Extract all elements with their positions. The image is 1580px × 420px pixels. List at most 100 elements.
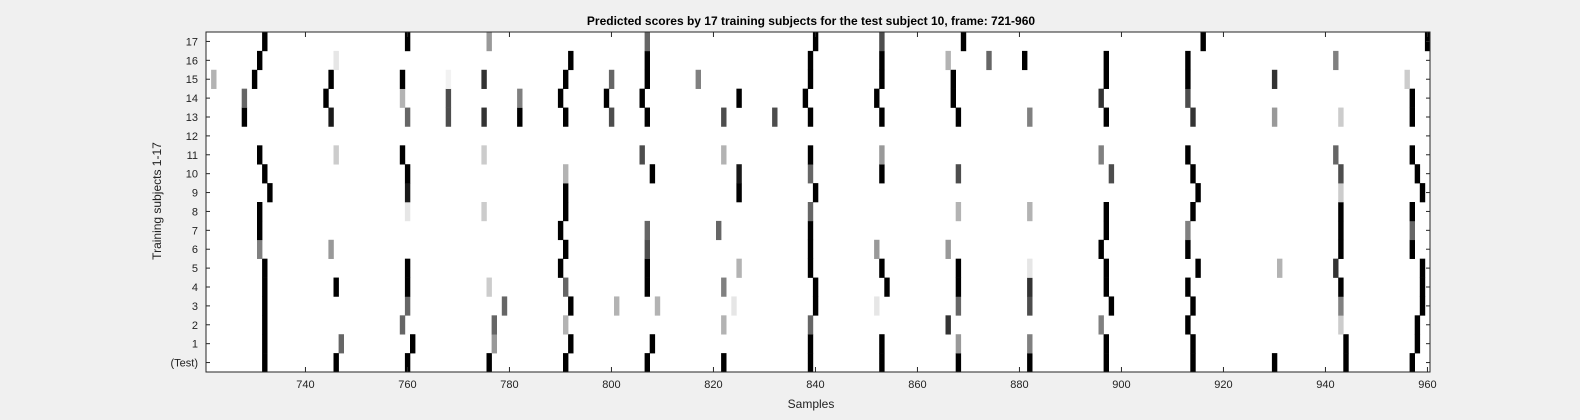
heatmap-cell (807, 334, 814, 354)
heatmap-cell (328, 239, 334, 259)
heatmap-cell (563, 183, 569, 203)
heatmap-cell (960, 32, 967, 52)
heatmap-cell (333, 353, 339, 373)
heatmap-cell (721, 107, 727, 127)
heatmap-cell (644, 107, 650, 127)
y-axis-label: Training subjects 1-17 (150, 142, 164, 260)
heatmap-cell (333, 145, 339, 165)
heatmap-cell (1419, 296, 1426, 316)
heatmap-cell (399, 315, 406, 335)
heatmap-cell (1414, 334, 1421, 354)
heatmap-cell (1338, 202, 1344, 222)
heatmap-cell (736, 164, 742, 184)
heatmap-cell (1027, 107, 1033, 127)
heatmap-cell (603, 88, 610, 108)
heatmap-cell (1414, 164, 1421, 184)
heatmap-cell (955, 277, 962, 297)
heatmap-cell (404, 258, 411, 278)
heatmap-cell (639, 88, 645, 108)
heatmap-cell (644, 32, 650, 52)
heatmap-cell (1103, 220, 1109, 241)
heatmap-cell (257, 145, 263, 165)
heatmap-cell (1190, 353, 1196, 373)
heatmap-cell (1271, 107, 1278, 127)
heatmap-cell (812, 32, 819, 52)
heatmap-cell (874, 239, 880, 259)
heatmap-cell (563, 69, 569, 89)
heatmap-cell (807, 50, 814, 71)
heatmap-cell (945, 50, 951, 71)
heatmap-cell (563, 164, 569, 184)
heatmap-cell (1022, 50, 1028, 71)
heatmap-cell (445, 69, 452, 89)
heatmap-cell (1190, 334, 1196, 354)
heatmap-cell (1108, 164, 1115, 184)
heatmap-cell (644, 69, 650, 89)
heatmap-cell (879, 50, 885, 71)
heatmap-cell (807, 164, 814, 184)
heatmap-cell (399, 88, 406, 108)
heatmap-cell (1103, 69, 1109, 89)
heatmap-cell (399, 69, 406, 89)
heatmap-cell (1027, 277, 1033, 297)
heatmap-cell (945, 239, 951, 259)
heatmap-cell (257, 50, 263, 71)
y-tick-label: 9 (192, 188, 198, 200)
heatmap-cell (1404, 69, 1410, 89)
heatmap-cell (812, 183, 819, 203)
heatmap-cell (736, 183, 742, 203)
heatmap-cell (568, 334, 574, 354)
heatmap-cell (807, 315, 814, 335)
heatmap-cell (211, 69, 217, 89)
chart-title: Predicted scores by 17 training subjects… (587, 14, 1035, 28)
heatmap-cell (639, 145, 645, 165)
y-tick-label: 5 (192, 263, 198, 275)
heatmap-cell (481, 202, 487, 222)
y-tick-label: 12 (186, 131, 198, 143)
heatmap-cell (328, 107, 334, 127)
heatmap-cell (1419, 258, 1426, 278)
heatmap-cell (644, 239, 650, 259)
heatmap-cell (1271, 69, 1278, 89)
heatmap-cell (879, 258, 885, 278)
heatmap-cell (262, 258, 268, 278)
heatmap-cell (1409, 145, 1415, 165)
heatmap-cell (807, 69, 814, 89)
heatmap-cell (338, 334, 344, 354)
heatmap-cell (323, 88, 329, 108)
heatmap-cell (568, 296, 574, 316)
y-tick-label: 17 (186, 36, 198, 48)
heatmap-cell (517, 107, 523, 127)
heatmap-cell (257, 202, 263, 222)
heatmap-cell (807, 145, 814, 165)
heatmap-cell (1409, 239, 1415, 259)
y-tick-label: 15 (186, 74, 198, 86)
y-tick-label: 7 (192, 225, 198, 237)
heatmap-cell (1338, 315, 1344, 335)
heatmap-cell (807, 202, 814, 222)
heatmap-cell (563, 239, 569, 259)
heatmap-cell (251, 69, 258, 89)
heatmap-cell (563, 315, 569, 335)
heatmap-cell (1098, 145, 1104, 165)
x-tick-label: 800 (602, 379, 620, 391)
heatmap-cell (1103, 353, 1109, 373)
heatmap-cell (608, 107, 615, 127)
heatmap-cell (399, 145, 406, 165)
heatmap-cell (1103, 258, 1109, 278)
heatmap-cell (1027, 334, 1033, 354)
heatmap-cell (262, 32, 268, 52)
y-tick-label: 11 (187, 150, 198, 162)
heatmap-cell (445, 88, 452, 108)
heatmap-cell (1419, 183, 1426, 203)
heatmap-cell (1200, 32, 1206, 52)
heatmap-cell (1190, 107, 1196, 127)
heatmap-cell (1338, 220, 1344, 241)
y-tick-label: 8 (192, 206, 198, 218)
heatmap-cell (812, 277, 819, 297)
heatmap-cell (644, 50, 650, 71)
heatmap-cell (1185, 239, 1191, 259)
x-tick-label: 920 (1214, 379, 1232, 391)
